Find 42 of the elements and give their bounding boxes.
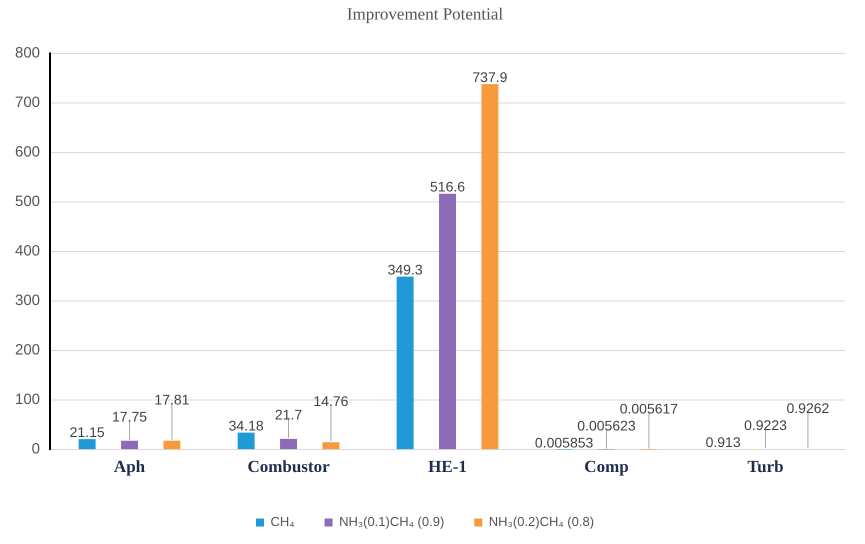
data-label: 17.81 [154,392,190,408]
x-tick-label: Aph [114,457,146,476]
x-tick-label: HE-1 [428,457,467,476]
y-tick-label: 800 [14,44,40,62]
data-label: 0.005853 [534,434,594,450]
data-label: 34.18 [228,418,264,434]
data-label: 737.9 [472,69,508,86]
bar [481,84,498,450]
y-tick-label: 100 [14,391,40,408]
data-label: 516.6 [430,178,466,195]
bar [78,439,96,450]
x-tick-label: Combustor [247,457,330,476]
y-tick-label: 700 [14,94,40,112]
y-tick-label: 600 [14,144,40,161]
y-tick-label: 400 [14,242,40,260]
data-label: 0.005623 [577,417,636,434]
bar [322,442,340,450]
bar [121,440,138,450]
y-tick-label: 300 [14,292,40,310]
data-label: 14.76 [313,393,349,410]
bar [396,276,414,450]
data-label: 0.9262 [786,400,830,416]
data-label: 21.15 [70,424,105,440]
bar [280,438,297,450]
legend-label: CH₄ [270,514,295,530]
data-label: 21.7 [274,406,302,423]
bar [163,440,180,450]
y-tick-label: 200 [14,342,40,359]
data-label: 0.913 [706,434,741,450]
y-tick-label: 500 [14,193,40,210]
legend-label: NH₃(0.2)CH₄ (0.8) [488,514,594,530]
x-tick-label: Comp [584,457,629,476]
y-tick-label: 0 [32,440,40,458]
bar [238,432,255,450]
x-tick-label: Turb [747,457,784,476]
legend-label: NH₃(0.1)CH₄ (0.9) [339,514,444,530]
bar [439,194,456,450]
data-label: 17.75 [112,408,148,425]
data-label: 349.3 [388,261,423,278]
data-label: 0.9223 [744,417,788,434]
chart-title: Improvement Potential [346,4,504,24]
data-label: 0.005617 [620,400,678,416]
